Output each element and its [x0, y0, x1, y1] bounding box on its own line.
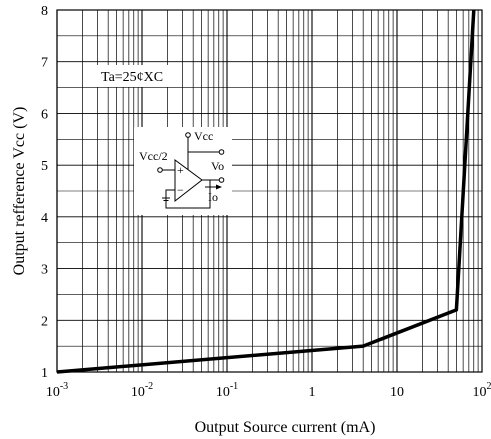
y-tick-label: 7 [41, 56, 48, 71]
vcc2-label: Vcc/2 [139, 149, 168, 163]
inset-circuit: Vcc Vcc/2 + − Vo Io [134, 127, 232, 215]
x-tick-exponent: -3 [60, 381, 68, 392]
y-axis-label: Output refference Vcc (V) [11, 107, 28, 276]
y-tick-label: 4 [41, 211, 48, 226]
x-tick-base: 10 [473, 385, 487, 400]
vcc-label: Vcc [194, 129, 213, 143]
y-tick-label: 5 [41, 159, 48, 174]
vcc2-terminal [157, 167, 163, 173]
x-tick-exponent: 2 [487, 381, 491, 392]
vo-label: Vo [211, 159, 224, 173]
x-tick-base: 10 [131, 385, 145, 400]
series-line [56, 9, 476, 374]
x-tick-label: 10-3 [46, 381, 68, 400]
x-axis-label: Output Source current (mA) [195, 419, 376, 436]
x-tick-base: 1 [309, 385, 316, 400]
annotation-label: Ta=25¢XC [101, 70, 163, 85]
rail-terminal [218, 149, 225, 155]
plus-sign: + [177, 163, 184, 177]
io-arrow-icon [216, 184, 222, 190]
x-tick-base: 10 [46, 385, 60, 400]
x-tick-label: 10-2 [131, 381, 153, 400]
annotation-box [96, 65, 174, 87]
y-tick-label: 3 [41, 263, 48, 278]
x-tick-label: 10 [390, 385, 404, 400]
y-tick-label: 8 [41, 4, 48, 19]
y-tick-label: 1 [41, 366, 48, 381]
x-tick-labels: 10-3 10-2 10-1 1 10 102 [46, 381, 491, 400]
x-tick-exponent: -2 [145, 381, 153, 392]
x-tick-base: 10 [390, 385, 404, 400]
x-tick-label: 102 [473, 381, 491, 400]
plot-frame [56, 9, 483, 373]
feedback-wire [165, 180, 211, 209]
grid [56, 10, 482, 372]
series-group [56, 9, 476, 374]
x-tick-label: 10-1 [216, 381, 238, 400]
x-tick-base: 10 [216, 385, 230, 400]
x-tick-label: 1 [309, 385, 316, 400]
io-label: Io [208, 190, 218, 204]
y-tick-label: 6 [41, 107, 48, 122]
x-tick-exponent: -1 [230, 381, 238, 392]
y-tick-label: 2 [41, 314, 48, 329]
minus-sign: − [177, 183, 184, 197]
vo-terminal [218, 177, 225, 183]
vcc-terminal [185, 132, 191, 138]
y-tick-labels: 1 2 3 4 5 6 7 8 [41, 4, 48, 381]
